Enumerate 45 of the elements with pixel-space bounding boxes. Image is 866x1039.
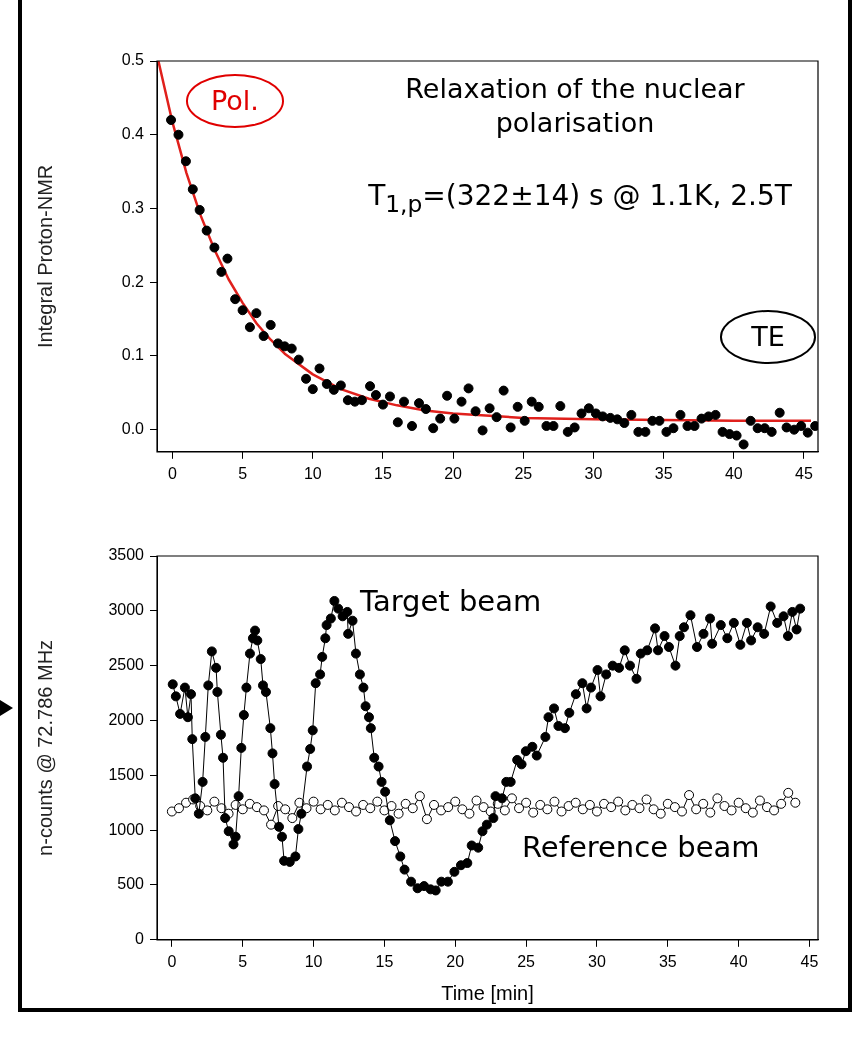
y-axis-title: n-counts @ 72.786 MHz (33, 639, 56, 856)
x-tick-label: 25 (514, 464, 533, 482)
x-tick-label: 45 (800, 952, 819, 970)
y-tick-label: 1500 (108, 765, 145, 783)
annotation: T$_{1,p}$=(322±14) s @ 1.1K, 2.5T (368, 179, 792, 218)
y-tick-label: 0.4 (121, 125, 145, 143)
y-tick-label: 0.2 (121, 272, 145, 290)
x-tick-label: 20 (446, 952, 465, 970)
x-tick-label: 35 (658, 952, 677, 970)
series-label: Target beam (360, 584, 543, 618)
x-tick-label: 15 (375, 952, 394, 970)
y-tick-label: 3500 (108, 546, 145, 564)
y-tick-label: 0 (135, 930, 145, 948)
x-tick-label: 30 (588, 952, 606, 970)
annotation: Pol. (211, 85, 259, 116)
y-tick-label: 1000 (108, 820, 145, 838)
y-tick-label: 0.3 (121, 198, 145, 216)
x-tick-label: 5 (238, 464, 248, 482)
x-tick-label: 20 (444, 464, 463, 482)
y-tick-label: 0.0 (121, 420, 145, 438)
y-tick-label: 0.5 (121, 51, 145, 69)
y-tick-label: 0.1 (121, 346, 145, 364)
x-tick-label: 40 (729, 952, 748, 970)
oval-outline: Pol. (186, 74, 284, 128)
x-tick-label: 30 (584, 464, 603, 482)
y-tick-label: 500 (117, 875, 145, 893)
x-tick-label: 35 (654, 464, 673, 482)
x-axis-title: Time [min] (441, 981, 534, 1004)
x-tick-label: 10 (304, 952, 323, 970)
x-tick-label: 0 (167, 952, 177, 970)
x-tick-label: 0 (167, 464, 177, 482)
annotation: Relaxation of the nuclear polarisation (405, 73, 745, 138)
x-tick-label: 15 (374, 464, 392, 482)
y-axis-title: Integral Proton-NMR (33, 164, 56, 349)
x-tick-label: 5 (238, 952, 248, 970)
y-tick-label: 3000 (108, 601, 145, 619)
annotation: TE (751, 321, 785, 352)
x-tick-label: 40 (724, 464, 743, 482)
y-tick-label: 2000 (108, 710, 145, 728)
y-tick-label: 2500 (108, 656, 145, 674)
oval-outline: TE (720, 310, 816, 364)
x-tick-label: 25 (517, 952, 536, 970)
x-tick-label: 45 (795, 464, 813, 482)
x-tick-label: 10 (303, 464, 322, 482)
series-label: Reference beam (522, 830, 761, 864)
